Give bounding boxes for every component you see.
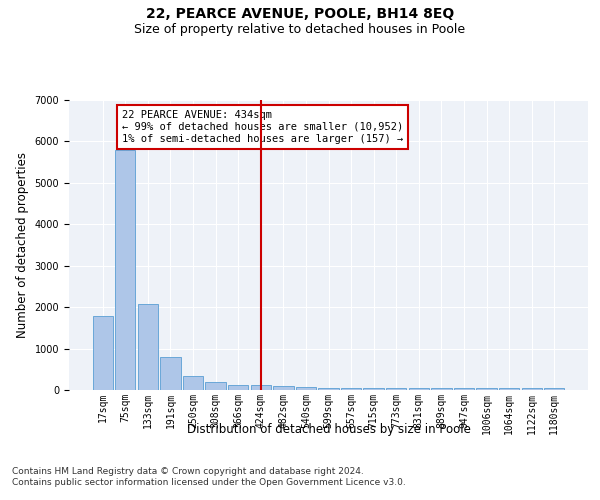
- Bar: [115, 150, 136, 390]
- Bar: [386, 388, 406, 390]
- Bar: [160, 357, 181, 390]
- Bar: [544, 388, 565, 390]
- Bar: [454, 388, 474, 390]
- Bar: [341, 388, 361, 390]
- Bar: [476, 388, 497, 390]
- Bar: [431, 388, 452, 390]
- Bar: [296, 387, 316, 390]
- Text: Contains HM Land Registry data © Crown copyright and database right 2024.
Contai: Contains HM Land Registry data © Crown c…: [12, 468, 406, 487]
- Bar: [183, 376, 203, 390]
- Bar: [409, 388, 429, 390]
- Bar: [228, 384, 248, 390]
- Y-axis label: Number of detached properties: Number of detached properties: [16, 152, 29, 338]
- Bar: [319, 388, 338, 390]
- Text: Distribution of detached houses by size in Poole: Distribution of detached houses by size …: [187, 422, 471, 436]
- Bar: [138, 304, 158, 390]
- Text: Size of property relative to detached houses in Poole: Size of property relative to detached ho…: [134, 22, 466, 36]
- Bar: [205, 382, 226, 390]
- Bar: [499, 388, 519, 390]
- Text: 22, PEARCE AVENUE, POOLE, BH14 8EQ: 22, PEARCE AVENUE, POOLE, BH14 8EQ: [146, 8, 454, 22]
- Bar: [273, 386, 293, 390]
- Text: 22 PEARCE AVENUE: 434sqm
← 99% of detached houses are smaller (10,952)
1% of sem: 22 PEARCE AVENUE: 434sqm ← 99% of detach…: [122, 110, 403, 144]
- Bar: [92, 316, 113, 390]
- Bar: [521, 388, 542, 390]
- Bar: [364, 388, 384, 390]
- Bar: [251, 385, 271, 390]
